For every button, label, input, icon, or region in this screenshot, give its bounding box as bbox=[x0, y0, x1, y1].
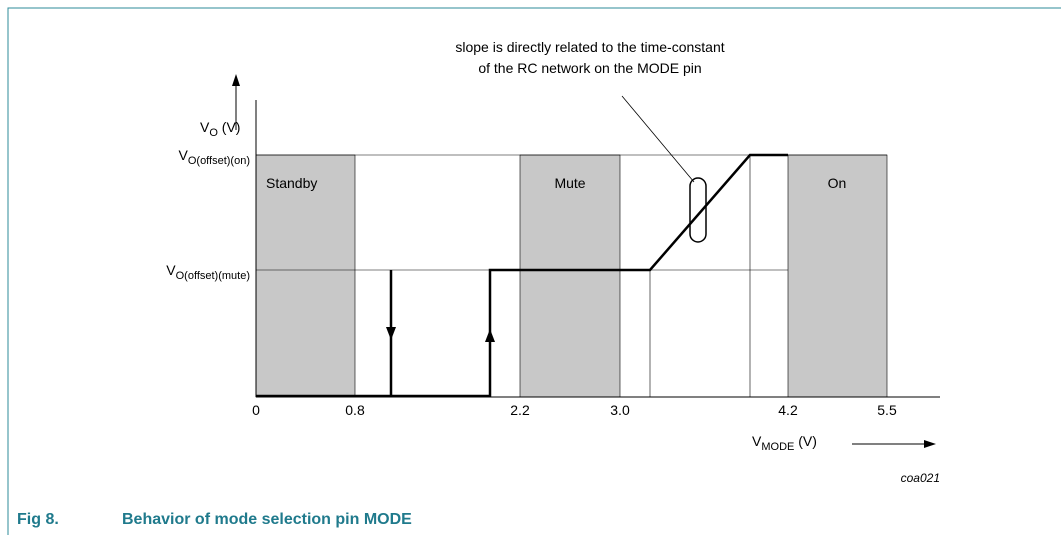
output-trace bbox=[256, 153, 788, 398]
figure-code: coa021 bbox=[901, 471, 940, 485]
x-axis-label-unit: (V) bbox=[794, 433, 817, 449]
y-axis-label-unit: (V) bbox=[218, 119, 241, 135]
annotation: slope is directly related to the time-co… bbox=[455, 39, 724, 55]
level-main: V bbox=[179, 147, 189, 163]
x-tick-label: 3.0 bbox=[610, 402, 630, 418]
level-label: VO(offset)(mute) bbox=[166, 262, 250, 282]
leader-line bbox=[621, 95, 695, 183]
x-axis-label-main: V bbox=[752, 433, 762, 449]
standby-region bbox=[255, 154, 356, 398]
caption-number: Fig 8. bbox=[17, 511, 59, 528]
x-axis-label: VMODE (V) bbox=[752, 433, 817, 453]
y-axis-label: VO (V) bbox=[200, 119, 240, 139]
level-label: VO(offset)(on) bbox=[179, 147, 251, 167]
level-sub: O(offset)(mute) bbox=[176, 270, 250, 282]
caption-text: Behavior of mode selection pin MODE bbox=[122, 511, 412, 528]
x-axis-label-sub: MODE bbox=[761, 441, 794, 453]
level-sub: O(offset)(on) bbox=[188, 155, 250, 167]
up-arrow bbox=[485, 329, 495, 342]
annotation: of the RC network on the MODE pin bbox=[478, 60, 701, 76]
region-label: Standby bbox=[266, 175, 317, 191]
mute-region bbox=[519, 154, 621, 398]
down-arrow bbox=[386, 327, 396, 340]
y-axis-label-sub: O bbox=[209, 127, 218, 139]
region-label: On bbox=[828, 175, 847, 191]
x-tick-label: 0 bbox=[252, 402, 260, 418]
x-arrow-head bbox=[924, 440, 936, 448]
frame bbox=[7, 7, 1061, 535]
slope-marker bbox=[689, 177, 707, 243]
level-main: V bbox=[166, 262, 176, 278]
on-region bbox=[787, 154, 888, 398]
y-arrow-head bbox=[232, 74, 240, 86]
x-tick-label: 4.2 bbox=[778, 402, 798, 418]
x-tick-label: 0.8 bbox=[345, 402, 365, 418]
region-label: Mute bbox=[554, 175, 585, 191]
x-tick-label: 5.5 bbox=[877, 402, 897, 418]
y-axis-label-main: V bbox=[200, 119, 210, 135]
x-tick-label: 2.2 bbox=[510, 402, 530, 418]
